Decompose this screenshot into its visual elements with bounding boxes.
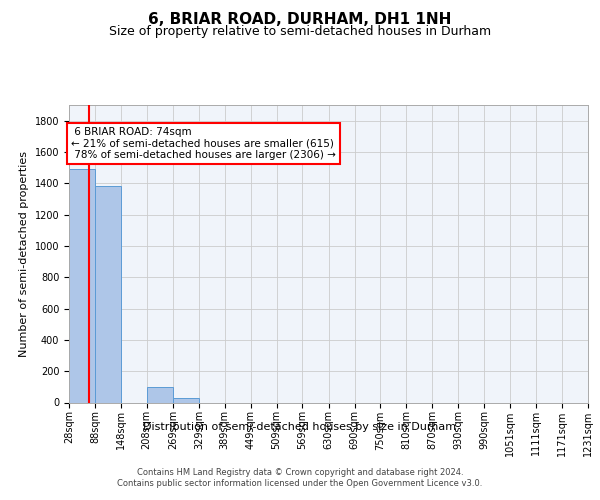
Text: Contains HM Land Registry data © Crown copyright and database right 2024.
Contai: Contains HM Land Registry data © Crown c…: [118, 468, 482, 487]
Y-axis label: Number of semi-detached properties: Number of semi-detached properties: [19, 151, 29, 357]
Text: 6, BRIAR ROAD, DURHAM, DH1 1NH: 6, BRIAR ROAD, DURHAM, DH1 1NH: [148, 12, 452, 28]
Text: Distribution of semi-detached houses by size in Durham: Distribution of semi-detached houses by …: [143, 422, 457, 432]
Bar: [146, 387, 173, 402]
Bar: [173, 398, 199, 402]
Bar: [69, 169, 95, 402]
Text: Size of property relative to semi-detached houses in Durham: Size of property relative to semi-detach…: [109, 25, 491, 38]
Bar: [95, 186, 121, 402]
Text: 6 BRIAR ROAD: 74sqm
← 21% of semi-detached houses are smaller (615)
 78% of semi: 6 BRIAR ROAD: 74sqm ← 21% of semi-detach…: [71, 127, 336, 160]
